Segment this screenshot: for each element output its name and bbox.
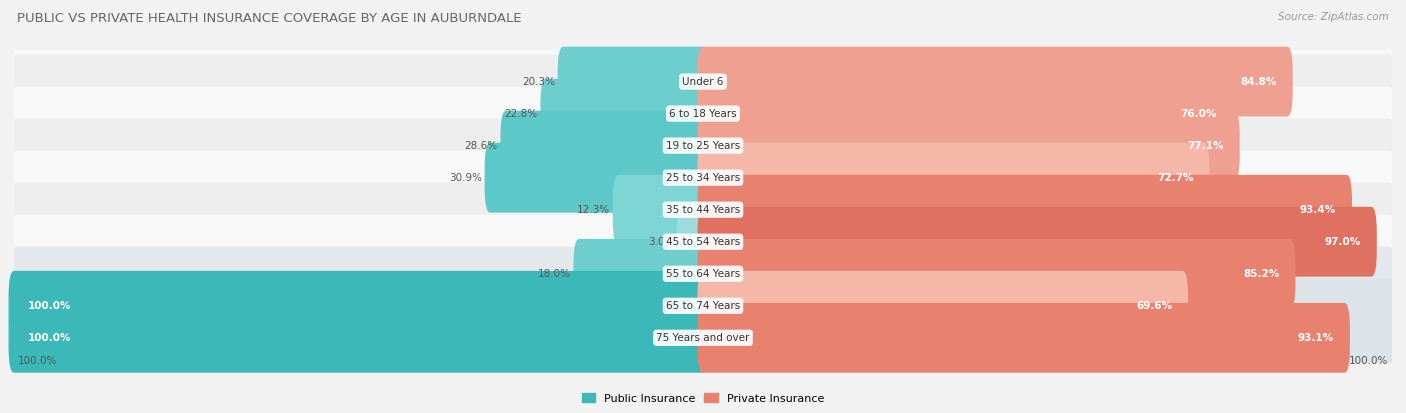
Text: 72.7%: 72.7% — [1157, 173, 1194, 183]
Text: 65 to 74 Years: 65 to 74 Years — [666, 301, 740, 311]
Text: 93.1%: 93.1% — [1298, 333, 1334, 343]
Text: 85.2%: 85.2% — [1243, 269, 1279, 279]
FancyBboxPatch shape — [7, 150, 1399, 269]
FancyBboxPatch shape — [697, 175, 1353, 244]
Text: 100.0%: 100.0% — [28, 301, 72, 311]
Text: 20.3%: 20.3% — [522, 76, 555, 87]
Legend: Public Insurance, Private Insurance: Public Insurance, Private Insurance — [578, 389, 828, 408]
Text: 25 to 34 Years: 25 to 34 Years — [666, 173, 740, 183]
FancyBboxPatch shape — [501, 111, 709, 180]
FancyBboxPatch shape — [540, 79, 709, 149]
FancyBboxPatch shape — [697, 47, 1292, 116]
Text: 45 to 54 Years: 45 to 54 Years — [666, 237, 740, 247]
FancyBboxPatch shape — [697, 111, 1240, 180]
Text: Under 6: Under 6 — [682, 76, 724, 87]
FancyBboxPatch shape — [7, 214, 1399, 333]
FancyBboxPatch shape — [7, 119, 1399, 237]
Text: 22.8%: 22.8% — [505, 109, 537, 119]
FancyBboxPatch shape — [7, 247, 1399, 365]
Text: 100.0%: 100.0% — [1350, 356, 1389, 366]
FancyBboxPatch shape — [558, 47, 709, 116]
FancyBboxPatch shape — [676, 207, 709, 277]
FancyBboxPatch shape — [7, 22, 1399, 141]
Text: 97.0%: 97.0% — [1324, 237, 1361, 247]
Text: 77.1%: 77.1% — [1187, 141, 1223, 151]
FancyBboxPatch shape — [485, 143, 709, 213]
Text: 6 to 18 Years: 6 to 18 Years — [669, 109, 737, 119]
FancyBboxPatch shape — [7, 55, 1399, 173]
FancyBboxPatch shape — [7, 278, 1399, 397]
FancyBboxPatch shape — [697, 207, 1376, 277]
FancyBboxPatch shape — [697, 303, 1350, 373]
Text: 69.6%: 69.6% — [1136, 301, 1173, 311]
FancyBboxPatch shape — [613, 175, 709, 244]
Text: 3.0%: 3.0% — [648, 237, 673, 247]
FancyBboxPatch shape — [697, 239, 1295, 309]
FancyBboxPatch shape — [7, 86, 1399, 205]
Text: 93.4%: 93.4% — [1301, 205, 1336, 215]
Text: 35 to 44 Years: 35 to 44 Years — [666, 205, 740, 215]
FancyBboxPatch shape — [697, 79, 1232, 149]
Text: 100.0%: 100.0% — [28, 333, 72, 343]
Text: 18.0%: 18.0% — [537, 269, 571, 279]
FancyBboxPatch shape — [8, 271, 709, 341]
Text: Source: ZipAtlas.com: Source: ZipAtlas.com — [1278, 12, 1389, 22]
FancyBboxPatch shape — [697, 143, 1209, 213]
Text: 30.9%: 30.9% — [449, 173, 482, 183]
Text: 28.6%: 28.6% — [464, 141, 498, 151]
FancyBboxPatch shape — [697, 271, 1188, 341]
FancyBboxPatch shape — [574, 239, 709, 309]
Text: 55 to 64 Years: 55 to 64 Years — [666, 269, 740, 279]
Text: 84.8%: 84.8% — [1240, 76, 1277, 87]
FancyBboxPatch shape — [8, 303, 709, 373]
Text: PUBLIC VS PRIVATE HEALTH INSURANCE COVERAGE BY AGE IN AUBURNDALE: PUBLIC VS PRIVATE HEALTH INSURANCE COVER… — [17, 12, 522, 25]
Text: 75 Years and over: 75 Years and over — [657, 333, 749, 343]
Text: 76.0%: 76.0% — [1180, 109, 1216, 119]
Text: 100.0%: 100.0% — [17, 356, 56, 366]
Text: 12.3%: 12.3% — [576, 205, 610, 215]
Text: 19 to 25 Years: 19 to 25 Years — [666, 141, 740, 151]
FancyBboxPatch shape — [7, 183, 1399, 301]
